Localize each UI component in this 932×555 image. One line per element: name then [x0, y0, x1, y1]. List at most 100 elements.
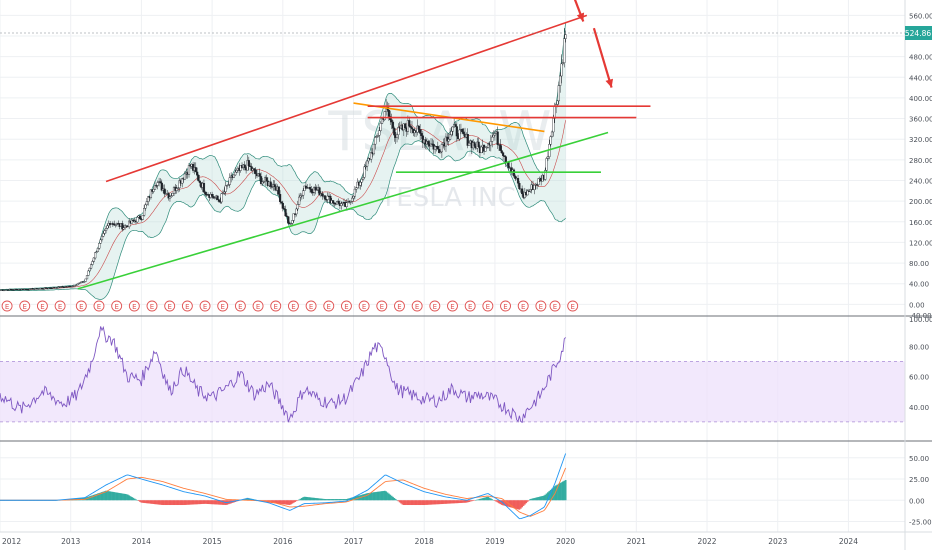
- candle-body: [377, 135, 379, 136]
- candle-body: [136, 217, 138, 222]
- candle-body: [538, 179, 540, 185]
- candle-body: [332, 200, 334, 203]
- candle-body: [302, 191, 304, 195]
- x-tick-label: 2018: [415, 537, 434, 546]
- candle-body: [123, 228, 125, 229]
- candle-body: [217, 196, 219, 200]
- candle-body: [474, 142, 476, 146]
- candle-body: [297, 204, 299, 208]
- macd-histogram-bar: [395, 499, 397, 500]
- candle-body: [517, 178, 519, 183]
- candle-body: [552, 118, 554, 132]
- earnings-marker-label: E: [150, 303, 154, 311]
- candle-body: [359, 182, 361, 185]
- candle-body: [355, 188, 357, 189]
- candle-body: [203, 183, 205, 192]
- price-tick-label: 80.00: [909, 260, 929, 268]
- candle-body: [274, 185, 276, 187]
- candle-body: [508, 163, 510, 168]
- rsi-tick-label: 100.00: [909, 316, 932, 324]
- candle-body: [491, 137, 493, 141]
- earnings-marker-label: E: [132, 303, 136, 311]
- candle-body: [172, 193, 174, 195]
- candle-body: [505, 157, 507, 162]
- candle-body: [234, 172, 236, 175]
- candle-body: [248, 160, 250, 166]
- candle-body: [419, 129, 421, 133]
- candle-body: [184, 174, 186, 179]
- x-tick-label: 2023: [768, 537, 787, 546]
- price-tick-label: 0.00: [909, 301, 925, 309]
- candle-body: [255, 170, 257, 174]
- candle-body: [93, 258, 95, 261]
- earnings-marker-label: E: [291, 303, 295, 311]
- rsi-tick-label: 80.00: [909, 343, 929, 351]
- candle-body: [384, 112, 386, 120]
- rsi-band: [0, 361, 905, 422]
- earnings-marker-label: E: [521, 303, 525, 311]
- candle-body: [101, 236, 103, 240]
- candle-body: [421, 133, 423, 135]
- earnings-marker-label: E: [309, 303, 313, 311]
- candle-body: [427, 141, 429, 144]
- candle-body: [521, 189, 523, 194]
- candle-body: [211, 194, 213, 196]
- candle-body: [309, 187, 311, 189]
- candle-body: [107, 226, 109, 228]
- candle-body: [374, 137, 376, 144]
- candle-body: [546, 158, 548, 170]
- x-tick-label: 2015: [203, 537, 222, 546]
- earnings-marker-label: E: [433, 303, 437, 311]
- candle-body: [153, 189, 155, 191]
- candle-body: [396, 135, 398, 138]
- candle-body: [225, 186, 227, 192]
- candle-body: [310, 189, 312, 192]
- earnings-marker-label: E: [256, 303, 260, 311]
- candle-body: [493, 135, 495, 137]
- macd-tick-label: 50.00: [909, 455, 929, 463]
- candle-body: [559, 76, 561, 86]
- candle-body: [105, 228, 107, 230]
- candle-body: [98, 243, 100, 248]
- candle-body: [452, 127, 454, 131]
- price-tick-label: 400.00: [909, 95, 932, 103]
- macd-tick-label: -25.00: [909, 519, 932, 527]
- earnings-marker-label: E: [486, 303, 490, 311]
- x-tick-label: 2014: [132, 537, 151, 546]
- candle-body: [298, 197, 300, 204]
- candle-body: [449, 135, 451, 140]
- candle-body: [85, 279, 87, 281]
- last-price-label: 524.86: [905, 29, 931, 38]
- candle-body: [361, 179, 363, 182]
- candle-body: [363, 167, 365, 178]
- rsi-tick-label: 40.00: [909, 404, 929, 412]
- price-tick-label: 120.00: [909, 239, 932, 247]
- x-tick-label: 2017: [344, 537, 363, 546]
- candle-body: [169, 197, 171, 198]
- earnings-marker-label: E: [97, 303, 101, 311]
- candle-body: [338, 201, 340, 203]
- candle-body: [199, 181, 201, 183]
- macd-histogram-bar: [135, 499, 137, 500]
- candle-body: [378, 131, 380, 136]
- candle-body: [296, 209, 298, 214]
- x-tick-label: 2020: [556, 537, 575, 546]
- candle-body: [499, 145, 501, 151]
- candle-body: [455, 124, 457, 126]
- earnings-marker-label: E: [503, 303, 507, 311]
- candle-body: [104, 231, 106, 234]
- x-tick-label: 2024: [839, 537, 858, 546]
- price-tick-label: 320.00: [909, 136, 932, 144]
- candle-body: [362, 177, 364, 179]
- candle-body: [146, 202, 148, 205]
- macd-tick-label: 0.00: [909, 497, 925, 505]
- candle-body: [270, 182, 272, 187]
- earnings-marker-label: E: [203, 303, 207, 311]
- candle-body: [92, 261, 94, 264]
- earnings-marker-label: E: [114, 303, 118, 311]
- earnings-marker-label: E: [362, 303, 366, 311]
- earnings-marker-label: E: [415, 303, 419, 311]
- earnings-marker-label: E: [79, 303, 83, 311]
